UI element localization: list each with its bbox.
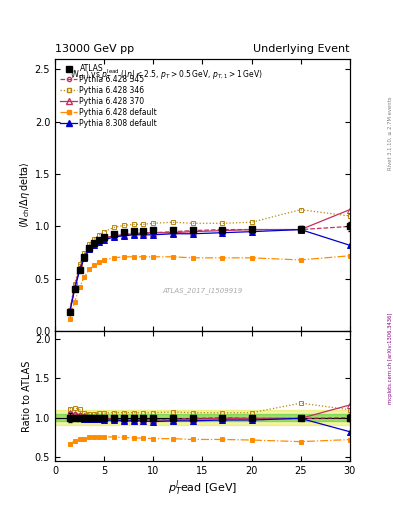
Y-axis label: $\langle N_\mathrm{ch}/\Delta\eta\,\mathrm{delta}\rangle$: $\langle N_\mathrm{ch}/\Delta\eta\,\math… <box>18 162 32 228</box>
Text: Underlying Event: Underlying Event <box>253 44 350 54</box>
Text: Rivet 3.1.10, ≥ 2.7M events: Rivet 3.1.10, ≥ 2.7M events <box>387 96 393 170</box>
Bar <box>55 410 350 425</box>
Text: ATLAS_2017_I1509919: ATLAS_2017_I1509919 <box>162 287 242 294</box>
Legend: ATLAS, Pythia 6.428 345, Pythia 6.428 346, Pythia 6.428 370, Pythia 6.428 defaul: ATLAS, Pythia 6.428 345, Pythia 6.428 34… <box>59 62 159 130</box>
X-axis label: $p_T^l\mathrm{ead}$ [GeV]: $p_T^l\mathrm{ead}$ [GeV] <box>168 478 237 498</box>
Text: mcplots.cern.ch [arXiv:1306.3436]: mcplots.cern.ch [arXiv:1306.3436] <box>387 313 393 404</box>
Text: 13000 GeV pp: 13000 GeV pp <box>55 44 134 54</box>
Y-axis label: Ratio to ATLAS: Ratio to ATLAS <box>22 360 32 432</box>
Text: $\langle N_\mathrm{ch}\rangle$ vs $p_T^\mathrm{lead}$ $(|\eta|<2.5,\,p_T>0.5\,\m: $\langle N_\mathrm{ch}\rangle$ vs $p_T^\… <box>70 67 263 82</box>
Bar <box>55 414 350 421</box>
